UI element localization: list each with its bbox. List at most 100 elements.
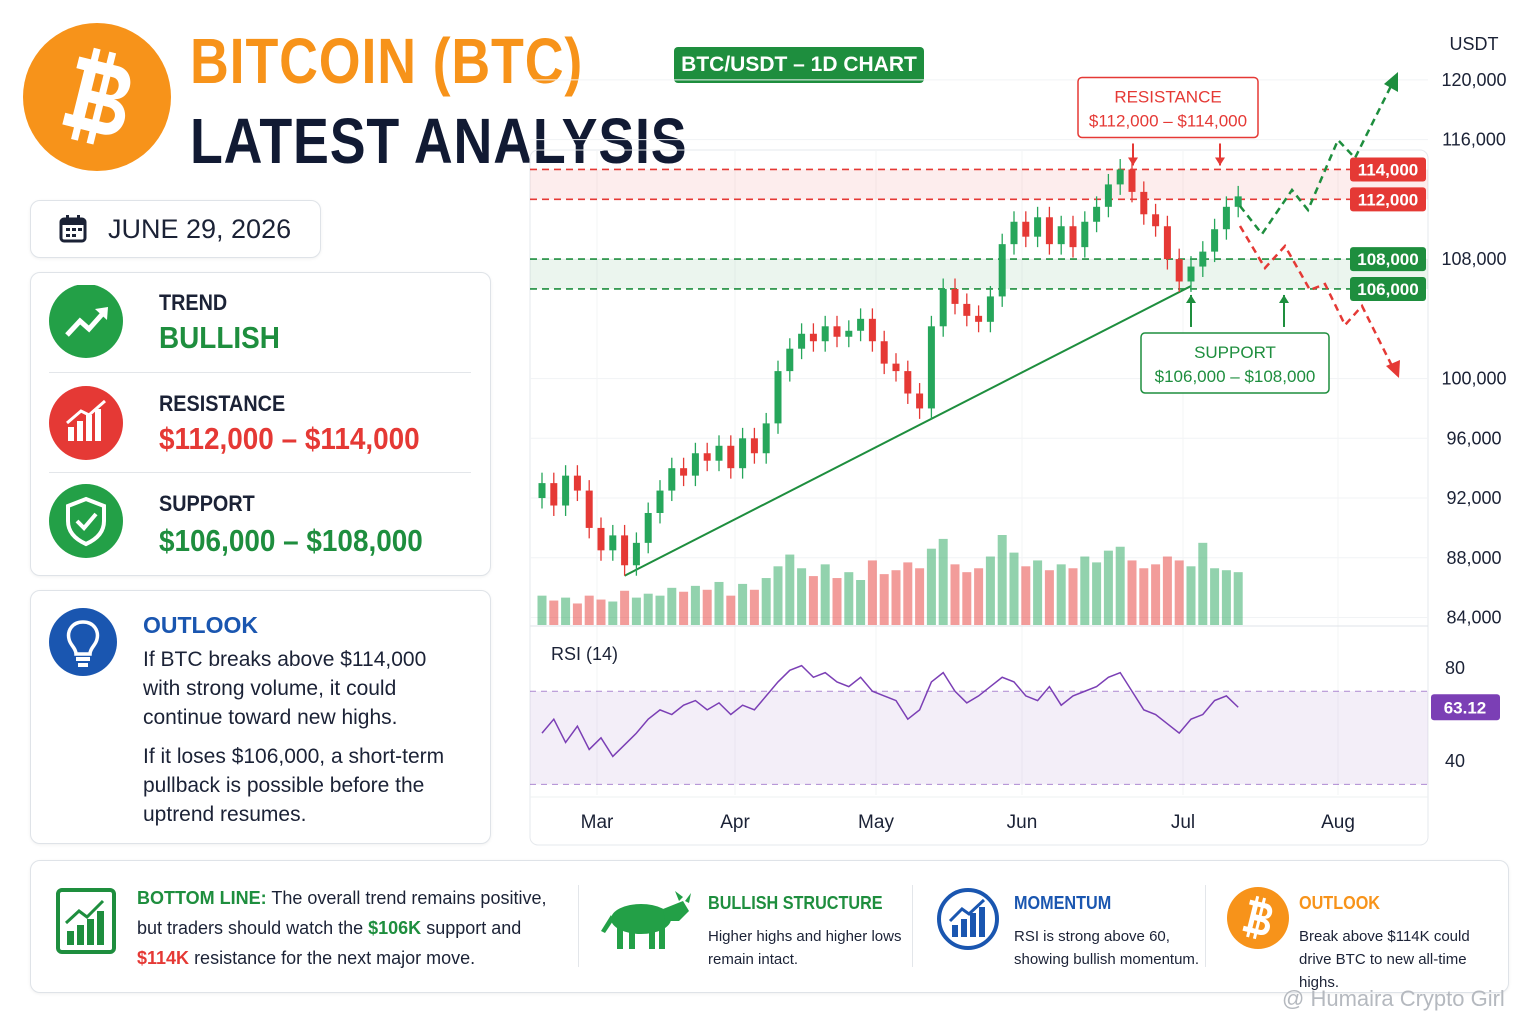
candle-body [833,326,841,337]
candle-body [975,315,983,322]
card-title: OUTLOOK [1299,893,1380,913]
candle-body [786,348,794,372]
volume-bar [690,585,700,625]
bulb-icon [49,608,117,676]
candle-body [1222,206,1230,230]
candle-body [809,333,817,342]
callout-title: RESISTANCE [1114,87,1221,106]
volume-bar [572,603,582,625]
arrow-head [1384,72,1398,92]
candle-body [739,438,747,469]
x-tick-label: Jun [1007,812,1038,833]
candle-body [845,330,853,337]
candle-body [1057,226,1065,245]
level-badge-label: 112,000 [1358,190,1419,209]
momentum-icon [937,888,999,950]
volume-bar [1033,560,1043,625]
volume-bar [702,589,712,625]
outlook-text: If it loses $106,000, a short-term pullb… [143,745,445,826]
volume-bar [1068,568,1078,625]
volume-bar [1198,542,1208,625]
candle-body [1234,196,1242,207]
y-axis-unit: USDT [1450,34,1499,54]
projection-down [1238,225,1395,369]
title-line2: LATEST ANALYSIS [190,105,688,177]
btc-icon [1227,887,1289,949]
volume-bar [1151,564,1161,625]
trendline [624,285,1192,577]
y-tick-label: 116,000 [1442,130,1506,150]
candle-body [1163,226,1171,260]
volume-bar [1233,572,1243,625]
volume-bar [844,572,854,625]
volume-bar [856,580,866,625]
arrow-head [1279,294,1289,303]
candle-body [774,371,782,424]
bottom-line: BOTTOM LINE: The overall trend remains p… [137,883,567,973]
volume-bar [867,560,877,625]
volume-bar [643,593,653,625]
candle-body [951,288,959,304]
date: JUNE 29, 2026 [108,214,292,244]
candle-body [727,445,735,469]
volume-bar [549,600,559,625]
volume-bar [820,564,830,625]
level-badge [1350,157,1426,182]
bottom-strip: BOTTOM LINE: The overall trend remains p… [30,860,1509,993]
card-text: Break above $114K could drive BTC to new… [1299,928,1470,991]
bull-icon [601,891,691,949]
candle-body [1152,214,1160,227]
candle-body [1069,226,1077,248]
candle-body [762,423,770,454]
candle-body [573,475,581,491]
y-tick-label: 88,000 [1446,548,1501,568]
support-label: SUPPORT [159,491,255,516]
volume-bar [974,568,984,625]
callout-title: SUPPORT [1194,343,1276,362]
chart-icon [56,888,116,954]
divider [49,472,471,473]
candle-body [609,535,617,551]
volume-bar [1139,568,1149,625]
volume-bar [679,591,689,625]
divider [578,885,579,967]
rsi-title: RSI (14) [551,644,618,664]
volume-bar [584,595,594,625]
candle-body [680,468,688,476]
summary-card: TREND BULLISH RESISTANCE $112,000 – $114… [30,272,491,576]
candle-body [1093,206,1101,222]
volume-bar [561,597,571,625]
volume-bar [655,595,665,625]
candle-body [1187,266,1195,282]
level-badge-label: 114,000 [1358,160,1419,179]
volume-bar [985,556,995,625]
x-tick-label: Mar [581,812,614,833]
y-tick-label: 108,000 [1441,249,1506,269]
text-part: $114K [137,948,190,968]
volume-bar [1021,566,1031,625]
text-part: The overall trend remains positive, but … [137,888,547,938]
title-line1: BITCOIN (BTC) [190,25,584,97]
x-tick-label: Jul [1171,812,1195,833]
volume-bar [537,595,547,625]
level-badge-label: 106,000 [1357,280,1418,299]
candle-body [986,296,994,322]
summary-icons [49,285,123,558]
volume-bar [1127,560,1137,625]
volume-bar [1056,564,1066,625]
candle-body [621,535,629,566]
divider [912,885,913,967]
candle-body [703,453,711,461]
volume-bar [997,535,1007,625]
rsi-tick-label: 80 [1445,658,1465,678]
card-text: Higher highs and higher lows remain inta… [708,928,902,968]
level-badge [1350,187,1426,212]
trend-label: TREND [159,290,228,315]
volume-bar [749,589,759,625]
volume-bar [903,562,913,625]
volume-bar [773,566,783,625]
volume-bar [926,548,936,625]
candle-body [750,438,758,454]
bottom-line-text: The overall trend remains positive, but … [137,888,546,968]
